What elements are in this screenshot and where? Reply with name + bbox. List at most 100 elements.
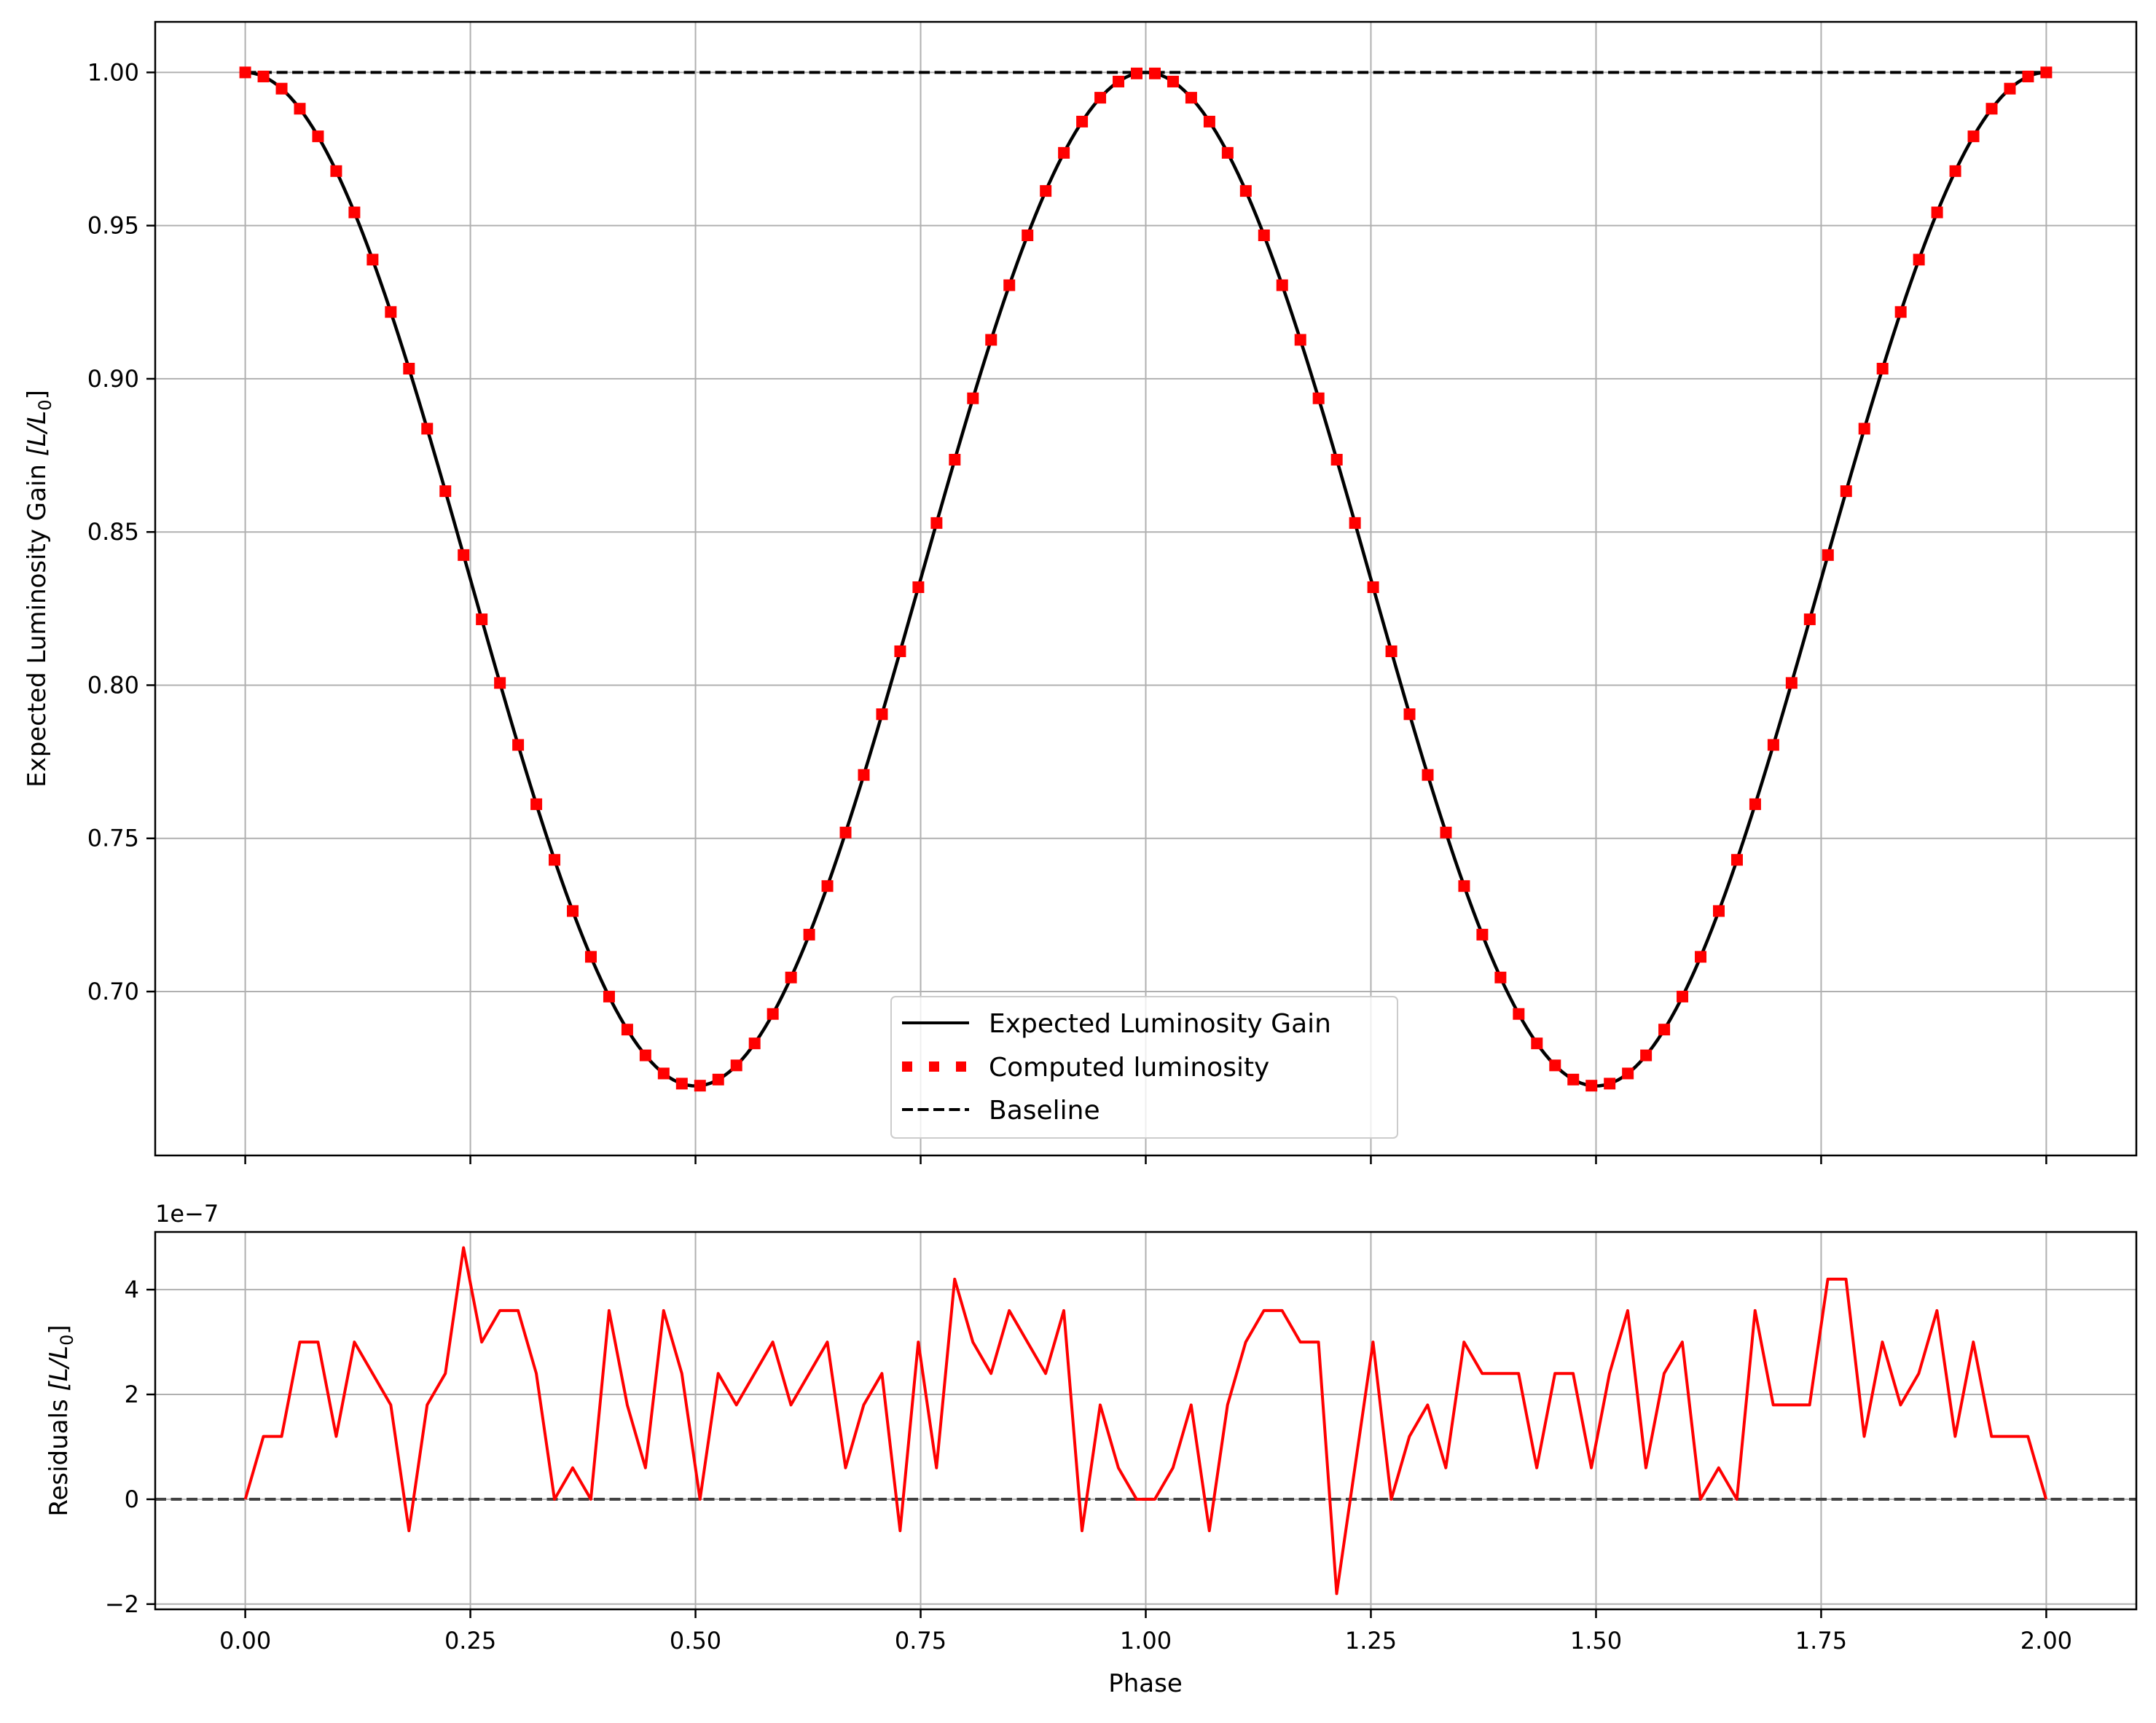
computed-luminosity-point xyxy=(1658,1024,1671,1036)
computed-luminosity-point xyxy=(1695,951,1707,963)
computed-luminosity-point xyxy=(930,517,943,529)
computed-luminosity-point xyxy=(1749,798,1761,810)
computed-luminosity-point xyxy=(1494,971,1507,984)
computed-luminosity-point xyxy=(1131,67,1143,79)
computed-luminosity-point xyxy=(549,854,561,866)
top-y-axis-label: Expected Luminosity Gain [L/L0] xyxy=(23,390,55,788)
computed-luminosity-point xyxy=(1840,485,1852,498)
computed-luminosity-point xyxy=(657,1067,670,1080)
computed-luminosity-point xyxy=(257,70,270,82)
top-y-tick-label: 0.80 xyxy=(87,671,139,699)
computed-luminosity-point xyxy=(330,165,342,177)
computed-luminosity-point xyxy=(1640,1049,1653,1061)
computed-luminosity-point xyxy=(839,826,852,839)
computed-luminosity-point xyxy=(1622,1067,1634,1080)
computed-luminosity-point xyxy=(421,423,434,435)
computed-luminosity-point xyxy=(621,1024,633,1036)
computed-luminosity-point xyxy=(1967,130,1980,143)
computed-luminosity-point xyxy=(694,1080,706,1092)
residuals-series-line xyxy=(243,1246,2048,1596)
computed-luminosity-point xyxy=(2040,66,2053,79)
legend-frame xyxy=(890,996,1398,1139)
computed-luminosity-point xyxy=(1113,75,1125,87)
computed-luminosity-point xyxy=(1730,854,1743,866)
computed-luminosity-point xyxy=(1440,826,1452,839)
legend-label-expected: Expected Luminosity Gain xyxy=(989,1009,1331,1039)
computed-luminosity-point xyxy=(1022,229,1034,242)
computed-luminosity-point xyxy=(348,206,361,219)
bottom-y-axis-label-text: Residuals xyxy=(44,1392,74,1517)
top-y-axis-label-text: Expected Luminosity Gain xyxy=(23,456,52,788)
legend-entry-computed: Computed luminosity xyxy=(902,1053,1269,1083)
legend-label-computed: Computed luminosity xyxy=(989,1053,1269,1083)
bottom-x-tick-label: 1.00 xyxy=(1120,1627,1172,1655)
bottom-plot-panel: 0.00 0.25 0.50 0.75 1.00 1.25 1.50 1.75 2.00 −2 0 2… xyxy=(44,1200,2138,1698)
computed-luminosity-point xyxy=(730,1059,742,1072)
bottom-y-tick-label: 0 xyxy=(125,1485,139,1513)
computed-luminosity-point xyxy=(1330,453,1343,466)
bottom-x-tick-label: 2.00 xyxy=(2020,1627,2072,1655)
computed-luminosity-point xyxy=(1403,708,1416,721)
top-y-tick-label: 0.85 xyxy=(87,518,139,546)
computed-luminosity-point xyxy=(1549,1059,1561,1072)
computed-luminosity-point xyxy=(1203,115,1215,127)
bottom-x-tick-label: 0.25 xyxy=(444,1627,496,1655)
computed-luminosity-point xyxy=(1531,1037,1543,1050)
computed-luminosity-point xyxy=(1312,392,1325,404)
computed-luminosity-point xyxy=(1185,92,1197,104)
top-series-layer xyxy=(239,66,2053,1092)
x-axis-label: Phase xyxy=(1108,1669,1183,1698)
computed-luminosity-point xyxy=(1294,334,1306,346)
expected-luminosity-series-line xyxy=(245,71,2047,1088)
computed-luminosity-point xyxy=(712,1073,724,1086)
bottom-offset-label: 1e−7 xyxy=(155,1200,219,1228)
computed-luminosity-point xyxy=(1258,229,1270,242)
computed-luminosity-point xyxy=(567,905,579,917)
computed-luminosity-point xyxy=(1349,517,1361,529)
computed-luminosity-point xyxy=(1894,306,1907,318)
computed-luminosity-point xyxy=(858,769,870,781)
computed-luminosity-point xyxy=(803,928,815,941)
legend-entry-baseline: Baseline xyxy=(902,1096,1100,1126)
top-y-axis-label-math: [L/L xyxy=(23,411,52,457)
bottom-y-axis-label-close: ] xyxy=(44,1324,74,1334)
computed-luminosity-point xyxy=(2022,70,2034,82)
computed-luminosity-point xyxy=(967,392,979,404)
bottom-series-layer xyxy=(155,1246,2136,1596)
computed-luminosity-point xyxy=(1822,549,1834,561)
computed-luminosity-point xyxy=(876,708,888,721)
computed-luminosity-point xyxy=(530,798,543,810)
computed-luminosity-point xyxy=(458,549,470,561)
computed-luminosity-point xyxy=(912,581,925,593)
computed-luminosity-point xyxy=(294,103,306,115)
computed-luminosity-point xyxy=(767,1008,779,1020)
computed-luminosity-point xyxy=(1712,905,1725,917)
computed-luminosity-point xyxy=(1221,146,1234,159)
computed-luminosity-point xyxy=(1040,185,1052,197)
legend-entry-expected: Expected Luminosity Gain xyxy=(902,1009,1331,1039)
computed-luminosity-point xyxy=(985,334,997,346)
computed-luminosity-point xyxy=(821,880,834,892)
computed-luminosity-point xyxy=(1803,613,1816,626)
legend: Expected Luminosity Gain Computed lumino… xyxy=(890,996,1398,1139)
computed-luminosity-point xyxy=(785,971,797,984)
computed-luminosity-point xyxy=(1567,1073,1580,1086)
bottom-y-tick-label: 4 xyxy=(125,1276,139,1303)
computed-luminosity-point xyxy=(584,951,597,963)
computed-luminosity-point xyxy=(1677,990,1689,1002)
computed-luminosity-point xyxy=(239,66,251,79)
computed-luminosity-point xyxy=(603,990,615,1002)
computed-luminosity-point xyxy=(1949,165,1961,177)
bottom-y-axis-label-subscript: 0 xyxy=(57,1335,77,1346)
bottom-y-tick-label: −2 xyxy=(105,1590,139,1618)
computed-luminosity-point xyxy=(1767,739,1779,751)
top-y-tick-label: 0.95 xyxy=(87,212,139,240)
bottom-y-axis-label-math: [L/L xyxy=(44,1346,74,1392)
computed-luminosity-point xyxy=(366,254,379,266)
computed-luminosity-point xyxy=(1604,1078,1616,1090)
computed-luminosity-point xyxy=(1785,677,1798,689)
computed-luminosity-point xyxy=(1913,254,1925,266)
computed-luminosity-point xyxy=(1148,67,1161,79)
bottom-y-tick-label: 2 xyxy=(125,1381,139,1408)
